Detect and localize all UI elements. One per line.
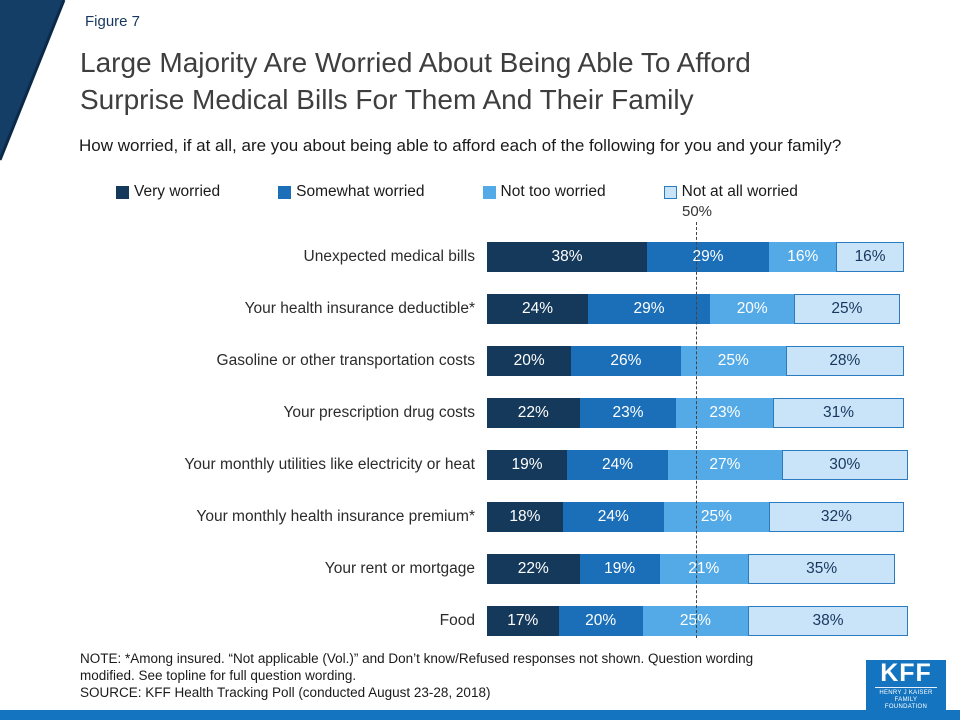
legend-swatch-icon [278, 185, 292, 199]
legend-item: Not too worried [482, 183, 606, 201]
category-label: Unexpected medical bills [303, 248, 475, 265]
bar-segment: 23% [579, 398, 677, 428]
category-label: Food [439, 612, 475, 629]
stacked-bar: 22% 23% 23% 31% [487, 398, 908, 428]
bar-segment: 32% [769, 502, 904, 532]
reference-line-label: 50% [681, 203, 713, 220]
bar-segment: 21% [659, 554, 748, 584]
bar-segment: 25% [642, 606, 748, 636]
note-text: NOTE: *Among insured. “Not applicable (V… [80, 650, 753, 684]
bar-segment: 22% [487, 554, 580, 584]
kff-logo-subtext: HENRY J KAISER FAMILY FOUNDATION [875, 686, 937, 711]
bar-row: Gasoline or other transportation costs 20… [0, 346, 960, 376]
chart-subtitle: How worried, if at all, are you about be… [79, 136, 842, 155]
stacked-bar: 38% 29% 16% 16% [487, 242, 908, 272]
bar-segment: 19% [487, 450, 567, 480]
stacked-bar: 20% 26% 25% 28% [487, 346, 908, 376]
note-line-1: NOTE: *Among insured. “Not applicable (V… [80, 651, 754, 666]
bar-segment: 19% [579, 554, 660, 584]
legend-label: Very worried [134, 183, 221, 200]
bar-segment: 25% [794, 294, 900, 324]
category-label: Your rent or mortgage [324, 560, 475, 577]
bar-segment: 27% [668, 450, 782, 480]
bar-segment: 35% [748, 554, 896, 584]
bar-segment: 16% [769, 242, 837, 272]
stacked-bar: 22% 19% 21% 35% [487, 554, 908, 584]
stacked-bar: 18% 24% 25% 32% [487, 502, 908, 532]
stacked-bar: 19% 24% 27% 30% [487, 450, 908, 480]
figure-label: Figure 7 [85, 13, 141, 30]
bar-segment: 25% [663, 502, 770, 532]
bar-segment: 29% [646, 242, 770, 272]
bar-segment: 38% [748, 606, 908, 636]
kff-logo-text: KFF [880, 658, 932, 687]
page-title: Large Majority Are Worried About Being A… [80, 44, 751, 118]
legend-swatch-icon [663, 185, 677, 199]
bar-row: Unexpected medical bills 38% 29% 16% 16% [0, 242, 960, 272]
bar-row: Your rent or mortgage 22% 19% 21% 35% [0, 554, 960, 584]
bar-segment: 22% [487, 398, 580, 428]
bar-segment: 30% [781, 450, 908, 480]
legend-item: Somewhat worried [278, 183, 425, 201]
legend-label: Somewhat worried [296, 183, 425, 200]
note-line-2: modified. See topline for full question … [80, 668, 357, 683]
source-text: SOURCE: KFF Health Tracking Poll (conduc… [80, 685, 491, 700]
title-line-1: Large Majority Are Worried About Being A… [80, 47, 751, 78]
corner-triangle-icon [0, 0, 66, 161]
bar-segment: 20% [710, 294, 795, 324]
bar-segment: 23% [676, 398, 774, 428]
category-label: Your prescription drug costs [283, 404, 475, 421]
legend-item: Not at all worried [663, 183, 798, 201]
category-label: Your monthly utilities like electricity … [184, 456, 475, 473]
category-label: Your health insurance deductible* [244, 300, 475, 317]
bar-segment: 20% [558, 606, 643, 636]
legend-swatch-icon [482, 185, 496, 199]
bar-segment: 20% [487, 346, 572, 376]
legend-label: Not too worried [500, 183, 606, 200]
bar-segment: 26% [571, 346, 681, 376]
bar-segment: 31% [773, 398, 904, 428]
bar-segment: 18% [487, 502, 563, 532]
legend: Very worried Somewhat worried Not too worr… [116, 183, 798, 201]
kff-logo: KFF HENRY J KAISER FAMILY FOUNDATION [866, 660, 946, 710]
legend-item: Very worried [116, 183, 220, 201]
bar-row: Your prescription drug costs 22% 23% 23% 31% [0, 398, 960, 428]
bar-segment: 24% [487, 294, 589, 324]
category-label: Gasoline or other transportation costs [216, 352, 475, 369]
bar-row: Your health insurance deductible* 24% 29% 2… [0, 294, 960, 324]
bar-segment: 16% [836, 242, 904, 272]
bar-segment: 24% [566, 450, 669, 480]
bar-row: Your monthly utilities like electricity … [0, 450, 960, 480]
stacked-bar: 24% 29% 20% 25% [487, 294, 908, 324]
bar-segment: 25% [680, 346, 786, 376]
reference-line [696, 222, 697, 638]
bar-segment: 38% [487, 242, 647, 272]
bottom-brand-bar [0, 710, 960, 720]
legend-swatch-icon [116, 185, 129, 199]
bar-segment: 17% [487, 606, 559, 636]
stacked-bar: 17% 20% 25% 38% [487, 606, 908, 636]
bar-row: Food 17% 20% 25% 38% [0, 606, 960, 636]
legend-label: Not at all worried [681, 183, 798, 200]
bar-row: Your monthly health insurance premium* 18… [0, 502, 960, 532]
bar-segment: 29% [588, 294, 711, 324]
category-label: Your monthly health insurance premium* [196, 508, 475, 525]
bar-segment: 28% [785, 346, 904, 376]
bar-segment: 24% [562, 502, 664, 532]
chart-rows: Unexpected medical bills 38% 29% 16% 16% Your… [0, 242, 960, 658]
title-line-2: Surprise Medical Bills For Them And Thei… [80, 84, 694, 115]
